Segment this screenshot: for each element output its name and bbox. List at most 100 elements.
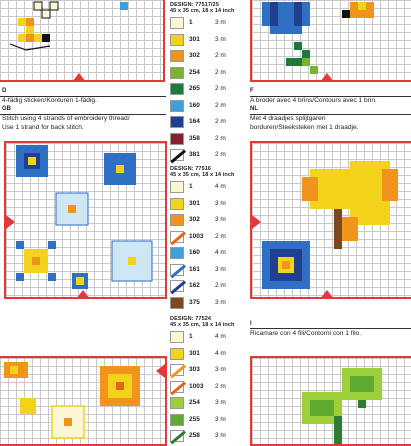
- color-swatch: [170, 83, 184, 95]
- color-swatch: [170, 33, 184, 46]
- thread-code: 381: [189, 151, 200, 158]
- instructions-left: D 4-fädig sticken/Konturen 1-fädig. GB S…: [2, 87, 167, 132]
- thread-length: 3 m: [215, 399, 226, 406]
- thread-code: 302: [189, 52, 200, 59]
- instr-gb-1: Stitch using 4 strands of embroidery thr…: [2, 115, 130, 122]
- color-swatch: [170, 296, 184, 309]
- center-marker-bottom: [320, 290, 334, 297]
- legend-row: 1 4 m: [170, 179, 244, 196]
- color-swatch: [170, 347, 184, 360]
- design-size: 45 x 35 cm, 18 x 14 inch: [170, 172, 235, 178]
- color-swatch: [170, 99, 184, 112]
- center-marker-bottom: [76, 290, 90, 297]
- divider: [250, 328, 411, 329]
- thread-code: 162: [189, 282, 200, 289]
- thread-legend-77517: DESIGN: 77517/25 45 x 35 cm, 18 x 14 inc…: [170, 2, 244, 164]
- legend-row: 302 3 m: [170, 212, 244, 229]
- legend-row: 1 4 m: [170, 329, 244, 346]
- thread-length: 4 m: [215, 183, 226, 190]
- thread-length: 3 m: [215, 415, 226, 423]
- thread-length: 3 m: [215, 366, 226, 373]
- thread-length: 2 m: [215, 282, 226, 289]
- pattern-yellow-flowers: [0, 356, 167, 446]
- color-swatch: [170, 50, 184, 62]
- legend-row: 302 2 m: [170, 48, 244, 65]
- legend-row: 1003 2 m: [170, 229, 244, 246]
- legend-row: 160 4 m: [170, 245, 244, 262]
- thread-code: 1: [189, 183, 193, 190]
- legend-row: 381 2 m: [170, 147, 244, 164]
- thread-length: 2 m: [215, 68, 226, 76]
- divider: [250, 114, 411, 115]
- color-swatch: [170, 380, 184, 393]
- color-swatch: [170, 280, 184, 292]
- thread-length: 2 m: [215, 52, 226, 59]
- design-size: 45 x 35 cm, 18 x 14 inch: [170, 8, 235, 14]
- thread-code: 161: [189, 265, 200, 273]
- thread-length: 2 m: [215, 118, 226, 125]
- legend-row: 375 3 m: [170, 295, 244, 312]
- thread-legend-77516: DESIGN: 77516 45 x 35 cm, 18 x 14 inch 1…: [170, 166, 244, 311]
- thread-length: 2 m: [215, 382, 226, 390]
- thread-length: 3 m: [215, 216, 226, 223]
- color-swatch: [170, 197, 184, 210]
- pattern-butterfly: [250, 141, 411, 299]
- thread-code: 254: [189, 399, 200, 406]
- color-swatch: [170, 247, 184, 259]
- legend-row: 254 2 m: [170, 65, 244, 82]
- pattern-blue-flower: [250, 0, 411, 82]
- instr-f: A broder avec 4 brins/Contours avec 1 br…: [250, 97, 377, 104]
- color-swatch: [170, 364, 184, 376]
- design-number: DESIGN: 77517/25: [170, 2, 219, 8]
- legend-row: 301 3 m: [170, 32, 244, 49]
- center-marker-left: [252, 215, 261, 229]
- thread-code: 302: [189, 216, 200, 223]
- thread-code: 265: [189, 85, 200, 92]
- instructions-italian: I Ricamare con 4 fili/Contorni con 1 fil…: [250, 320, 410, 338]
- legend-row: 258 3 m: [170, 428, 244, 445]
- color-swatch: [170, 331, 184, 343]
- divider: [0, 114, 166, 115]
- divider: [0, 96, 166, 97]
- design-size: 45 x 35 cm, 18 x 14 inch: [170, 322, 235, 328]
- thread-length: 2 m: [215, 232, 226, 240]
- thread-code: 375: [189, 298, 200, 306]
- thread-code: 301: [189, 349, 200, 357]
- thread-code: 301: [189, 199, 200, 207]
- center-marker-bottom: [72, 73, 86, 80]
- legend-row: 1 3 m: [170, 15, 244, 32]
- legend-row: 265 2 m: [170, 81, 244, 98]
- thread-code: 160: [189, 101, 200, 109]
- thread-code: 358: [189, 134, 200, 142]
- instr-d: 4-fädig sticken/Konturen 1-fädig.: [2, 97, 97, 104]
- legend-row: 254 3 m: [170, 395, 244, 412]
- thread-length: 4 m: [215, 349, 226, 357]
- thread-length: 3 m: [215, 19, 226, 26]
- legend-row: 301 3 m: [170, 196, 244, 213]
- color-swatch: [170, 66, 184, 79]
- thread-code: 254: [189, 68, 200, 76]
- color-swatch: [170, 149, 184, 161]
- legend-row: 161 3 m: [170, 262, 244, 279]
- thread-code: 255: [189, 415, 200, 423]
- lang-f: F: [250, 88, 254, 94]
- color-swatch: [170, 181, 184, 193]
- legend-row: 303 3 m: [170, 362, 244, 379]
- bee-motif: [9, 1, 128, 51]
- divider: [250, 96, 411, 97]
- thread-code: 1: [189, 333, 193, 340]
- thread-length: 3 m: [215, 265, 226, 273]
- lang-i: I: [250, 321, 252, 327]
- thread-length: 2 m: [215, 101, 226, 109]
- flower-field-motif: [16, 145, 153, 289]
- thread-code: 1003: [189, 382, 204, 390]
- legend-row: 301 4 m: [170, 346, 244, 363]
- pattern-flower-field: [4, 141, 167, 299]
- lang-gb: GB: [2, 106, 11, 112]
- thread-code: 258: [189, 432, 200, 439]
- center-marker-bottom: [320, 73, 334, 80]
- yellow-flowers-motif: [4, 362, 140, 439]
- butterfly-motif: [262, 161, 398, 289]
- color-swatch: [170, 132, 184, 145]
- color-swatch: [170, 397, 184, 409]
